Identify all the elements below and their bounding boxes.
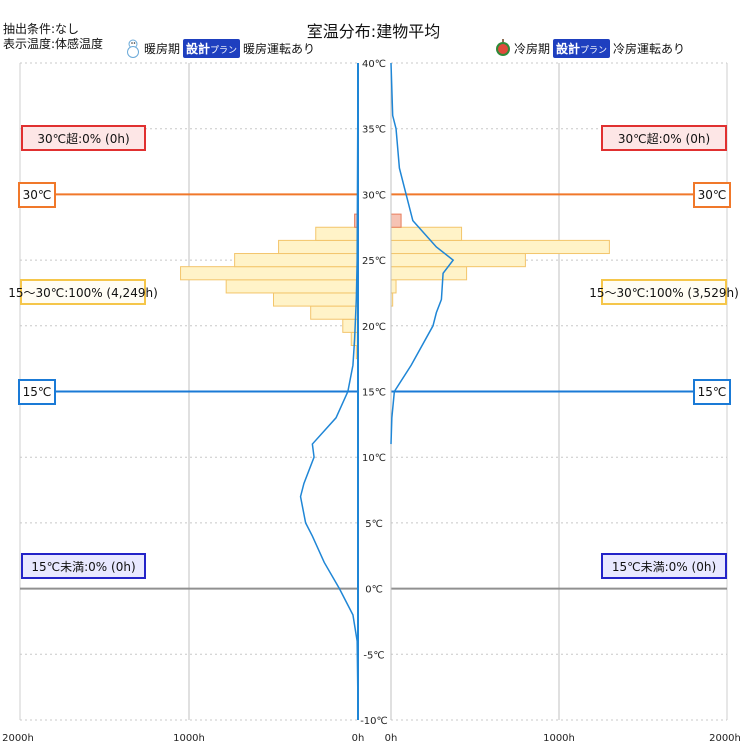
heating-histogram-bar xyxy=(315,226,359,241)
plan-badge: 設計プラン xyxy=(183,38,241,58)
cooling-histogram-bar xyxy=(390,239,610,255)
left-under-15-box: 15℃未満:0% (0h) xyxy=(21,553,146,579)
filter-condition-label: 抽出条件:なし xyxy=(3,22,80,36)
temperature-tick-label: -10℃ xyxy=(360,716,388,727)
cooling-histogram-bar xyxy=(390,213,402,228)
snowman-icon xyxy=(124,38,142,58)
left-hours-tick-label: 0h xyxy=(352,733,365,744)
left-30c-label: 30℃ xyxy=(18,182,56,208)
heating-histogram-bar xyxy=(278,239,359,255)
cooling-histogram-bar xyxy=(390,266,468,281)
right-over-30-box: 30℃超:0% (0h) xyxy=(601,125,727,151)
heating-histogram-bar xyxy=(273,292,359,307)
temperature-tick-label: 15℃ xyxy=(362,388,386,399)
right-hours-tick-label: 0h xyxy=(385,733,398,744)
heating-histogram-bar xyxy=(180,266,359,281)
heating-period-label: 暖房期 xyxy=(144,41,181,56)
right-hours-tick-label: 1000h xyxy=(543,733,575,744)
temperature-tick-label: 40℃ xyxy=(362,59,386,70)
temperature-tick-label: 10℃ xyxy=(362,453,386,464)
left-hours-tick-label: 1000h xyxy=(173,733,205,744)
temperature-tick-label: -5℃ xyxy=(363,650,384,661)
temperature-tick-label: 35℃ xyxy=(362,125,386,136)
cooling-operation-label: 冷房運転あり xyxy=(613,41,686,56)
display-temperature-label: 表示温度:体感温度 xyxy=(3,37,104,51)
cooling-distribution-curve xyxy=(390,62,455,445)
temperature-tick-label: 20℃ xyxy=(362,322,386,333)
heating-season-legend: 暖房期 設計プラン 暖房運転あり xyxy=(124,38,315,58)
temperature-tick-label: 5℃ xyxy=(365,519,383,530)
right-30c-label: 30℃ xyxy=(693,182,731,208)
cooling-histogram-bar xyxy=(390,253,526,268)
heating-histogram-bar xyxy=(225,279,359,294)
heating-histogram-bar xyxy=(310,305,359,320)
chart-title: 室温分布:建物平均 xyxy=(306,22,441,41)
heating-distribution-curve xyxy=(299,62,359,707)
right-15-30-box: 15〜30℃:100% (3,529h) xyxy=(589,279,739,305)
temperature-tick-label: 25℃ xyxy=(362,256,386,267)
cooling-histogram-bar xyxy=(390,226,463,241)
cooling-season-legend: 冷房期 設計プラン 冷房運転あり xyxy=(494,38,685,58)
left-15-30-box: 15〜30℃:100% (4,249h) xyxy=(8,279,158,305)
temperature-tick-label: 0℃ xyxy=(365,585,383,596)
left-15c-label: 15℃ xyxy=(18,379,56,405)
temperature-tick-label: 30℃ xyxy=(362,190,386,201)
heating-operation-label: 暖房運転あり xyxy=(243,41,316,56)
right-under-15-box: 15℃未満:0% (0h) xyxy=(601,553,727,579)
right-15c-label: 15℃ xyxy=(693,379,731,405)
left-hours-tick-label: 2000h xyxy=(2,733,34,744)
right-hours-tick-label: 2000h xyxy=(709,733,741,744)
cooling-period-label: 冷房期 xyxy=(514,41,551,56)
heating-histogram-bar xyxy=(234,253,359,268)
plan-badge: 設計プラン xyxy=(553,38,611,58)
left-over-30-box: 30℃超:0% (0h) xyxy=(21,125,146,151)
watermelon-icon xyxy=(494,38,512,58)
cooling-histogram-bar xyxy=(390,279,397,294)
